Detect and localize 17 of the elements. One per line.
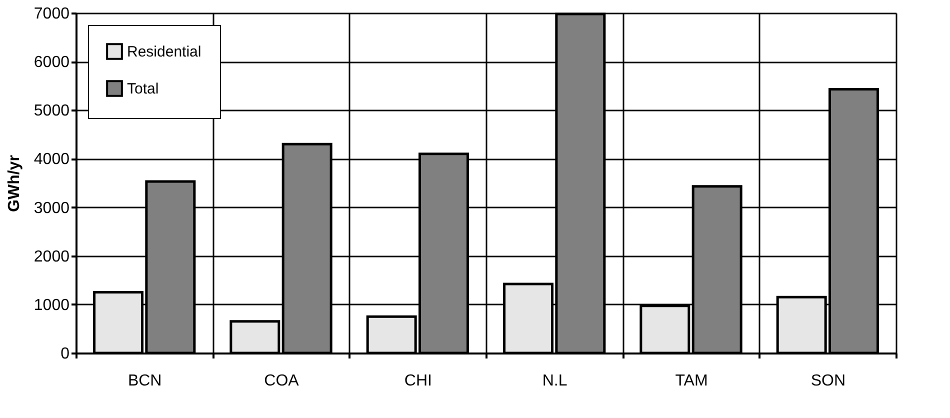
legend-label: Residential <box>127 44 202 60</box>
x-tick-label: BCN <box>128 372 162 390</box>
y-tick-label: 1000 <box>34 296 70 314</box>
x-tick-label: COA <box>264 372 300 390</box>
x-tick-label: TAM <box>675 372 708 390</box>
x-tick-label: SON <box>810 372 846 390</box>
legend-label: Total <box>127 80 159 98</box>
x-tick-label: CHI <box>404 372 432 390</box>
y-axis-title: GWh/yr <box>6 155 23 212</box>
y-tick-label: 6000 <box>34 54 70 72</box>
y-tick-label: 3000 <box>34 200 70 217</box>
y-tick-label: 0 <box>60 346 70 362</box>
x-tick-label: N.L <box>542 372 568 390</box>
y-tick-label: 7000 <box>34 6 70 22</box>
y-tick-label: 2000 <box>34 248 70 266</box>
y-tick-label: 5000 <box>34 102 70 120</box>
y-tick-label: 4000 <box>34 151 70 168</box>
